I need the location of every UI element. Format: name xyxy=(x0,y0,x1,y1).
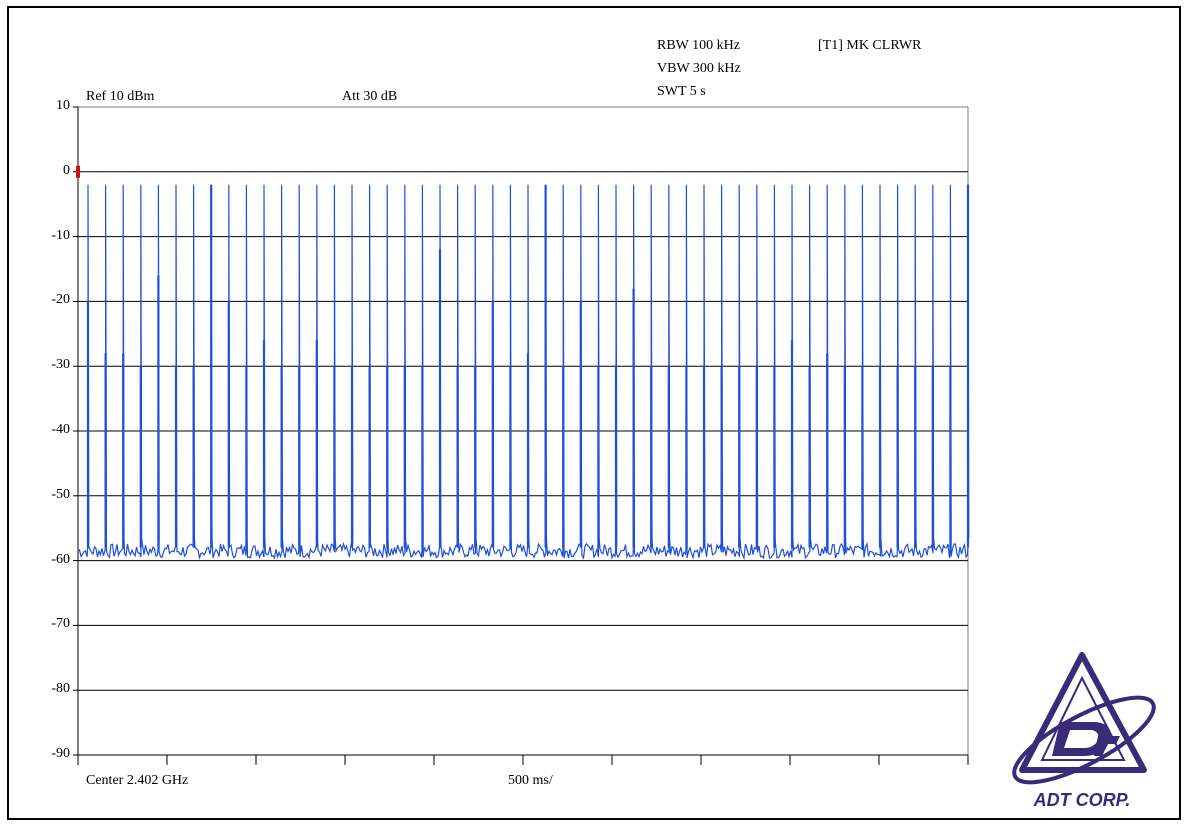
y-tick-label: -70 xyxy=(51,616,70,632)
y-tick-label: -40 xyxy=(51,422,70,437)
y-tick-label: -50 xyxy=(51,486,70,502)
adt-corp-logo: ADT CORP. xyxy=(1012,652,1156,810)
chart-frame xyxy=(7,6,1181,820)
y-tick-label: -90 xyxy=(51,746,70,761)
y-tick-label: 10 xyxy=(56,98,70,113)
y-tick-label: -10 xyxy=(51,227,70,243)
attenuation-label: Att 30 dB xyxy=(342,89,398,104)
y-tick-label: 0 xyxy=(63,162,70,178)
spectrum-trace xyxy=(77,184,970,561)
swt-label: SWT 5 s xyxy=(657,84,706,99)
center-frequency-label: Center 2.402 GHz xyxy=(86,773,189,788)
y-tick-label: -20 xyxy=(51,292,70,308)
rbw-label: RBW 100 kHz xyxy=(657,38,740,53)
y-tick-label: -80 xyxy=(51,681,70,697)
ref-level-label: Ref 10 dBm xyxy=(86,89,155,104)
marker-t1 xyxy=(76,165,80,178)
vbw-label: VBW 300 kHz xyxy=(657,61,741,76)
y-tick-label: -60 xyxy=(51,551,70,567)
logo-text: ADT CORP. xyxy=(1033,790,1131,810)
y-tick-label: -30 xyxy=(51,357,70,373)
marker-label: [T1] MK CLRWR xyxy=(818,38,922,53)
sweep-per-div-label: 500 ms/ xyxy=(508,773,553,788)
